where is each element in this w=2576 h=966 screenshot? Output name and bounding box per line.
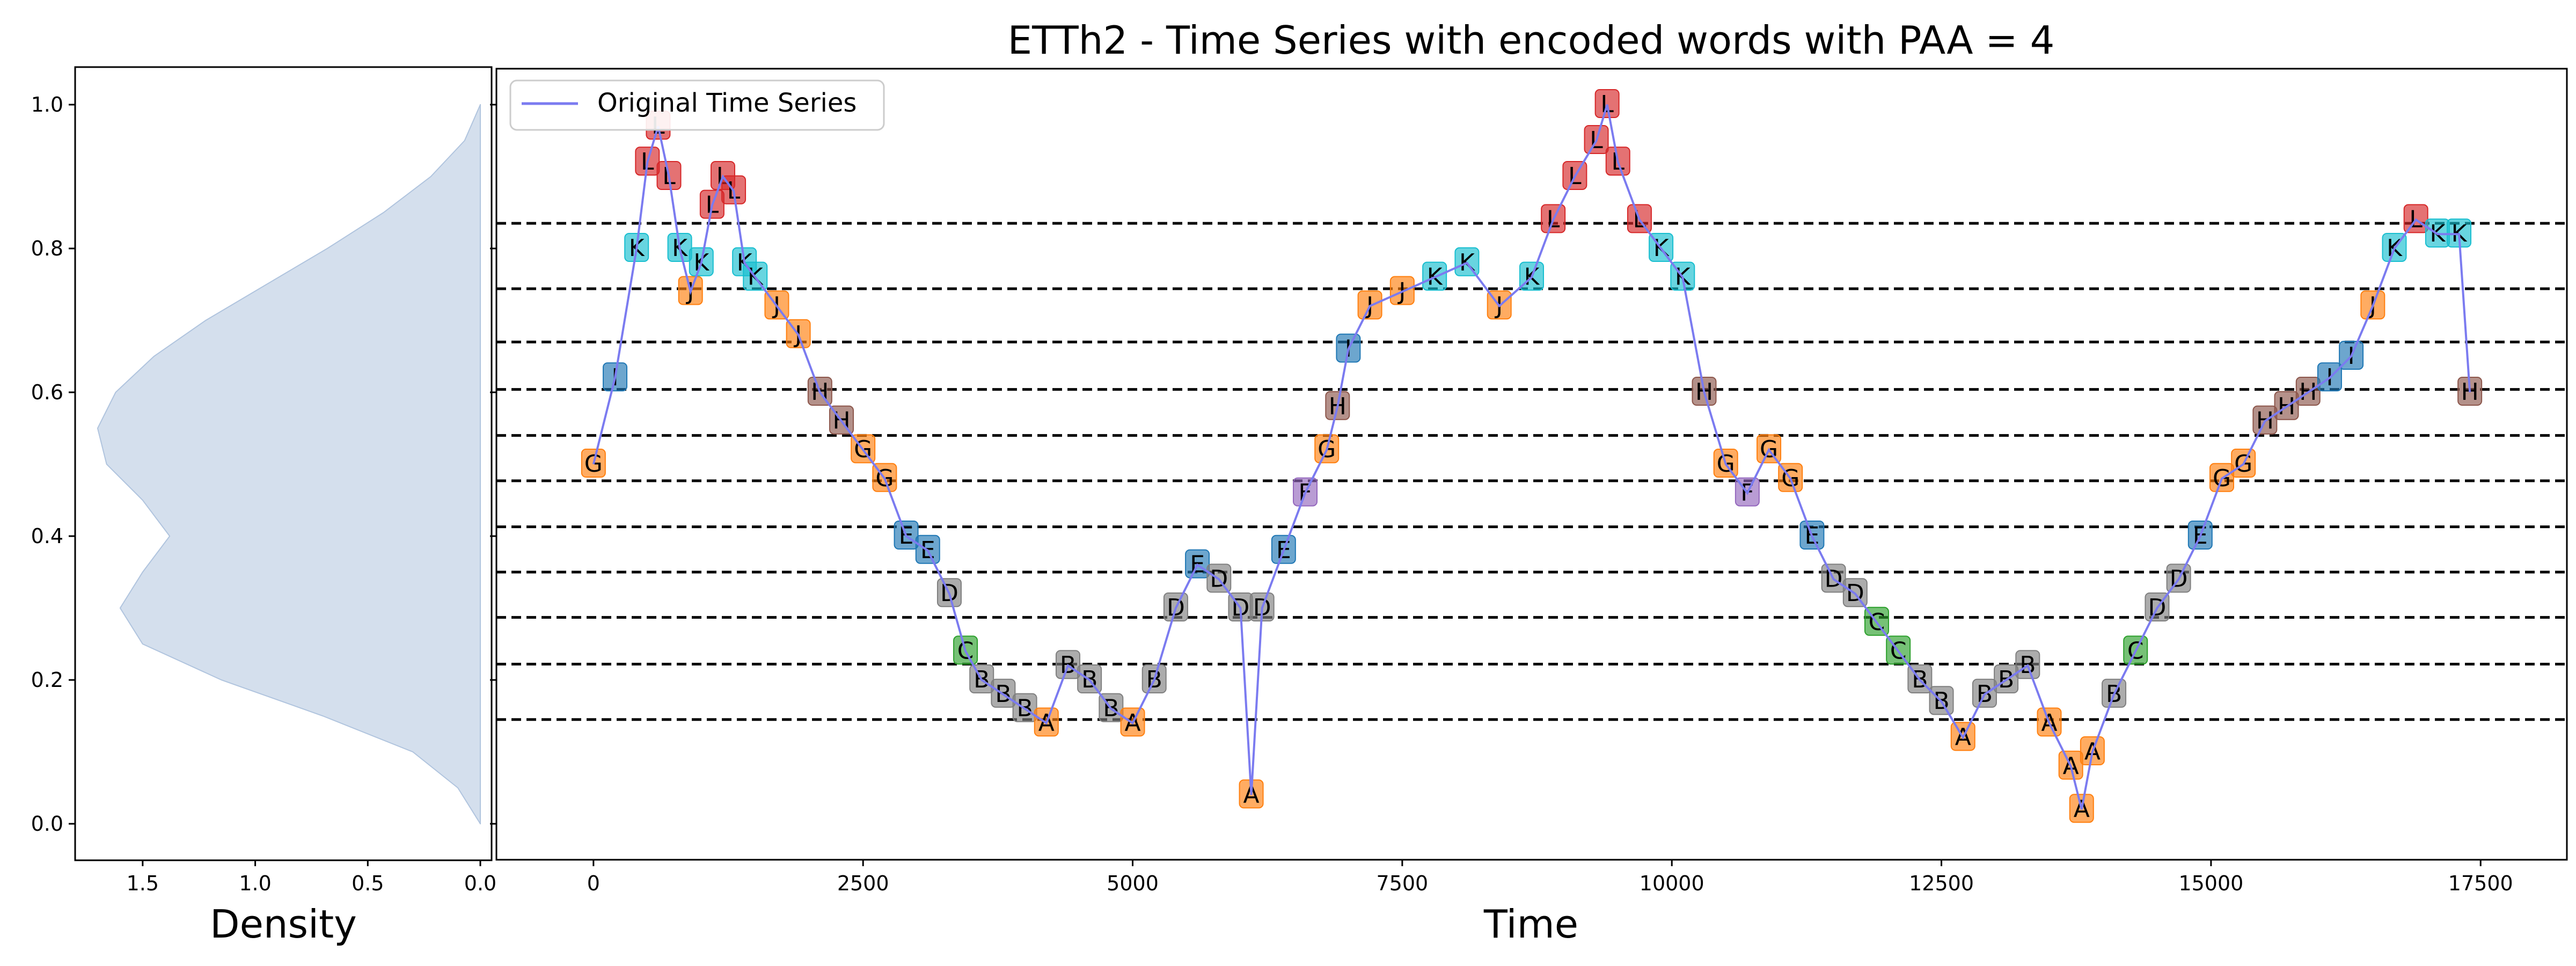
encoded-letter-marker: B — [1972, 678, 1997, 708]
x-tick-label: 10000 — [1640, 872, 1704, 895]
x-tick-label: 2500 — [837, 872, 889, 895]
original-time-series-line — [592, 104, 2471, 810]
y-tick-label: 0.6 — [31, 380, 63, 404]
y-tick-label: 0.8 — [31, 237, 63, 260]
density-frame — [74, 66, 493, 861]
density-x-tick-label: 1.5 — [127, 872, 159, 895]
density-x-tick-label: 0.0 — [464, 872, 496, 895]
density-area — [97, 104, 481, 824]
x-tick-label: 5000 — [1107, 872, 1159, 895]
main-frame — [495, 68, 2568, 861]
x-tick-label: 0 — [587, 872, 600, 895]
y-tick-label: 0.0 — [31, 812, 63, 836]
x-tick-label: 15000 — [2178, 872, 2243, 895]
density-x-tick-label: 1.0 — [239, 872, 271, 895]
density-x-tick-label: 0.5 — [352, 872, 384, 895]
chart-title: ETTh2 - Time Series with encoded words w… — [1008, 18, 2055, 63]
density-panel: 1.5 1.0 0.5 0.0 0.0 0.2 0.4 0.6 0.8 1.0 Density — [31, 66, 496, 947]
x-tick-label: 12500 — [1909, 872, 1974, 895]
legend-box — [509, 79, 885, 131]
time-series-panel: GIKLLLKJKLLLKKJJHHGGEEDCBBBABBBABDEDDADE… — [490, 68, 2568, 947]
y-tick-label: 0.4 — [31, 524, 63, 548]
y-tick-label: 1.0 — [31, 93, 63, 116]
x-axis-label: Time — [1483, 902, 1578, 947]
x-tick-label: 7500 — [1377, 872, 1429, 895]
letter-label: L — [1600, 91, 1614, 118]
encoded-letter-marker: E — [894, 521, 919, 550]
legend: Original Time Series — [509, 79, 885, 131]
x-tick-label: 17500 — [2448, 872, 2513, 895]
legend-label: Original Time Series — [597, 88, 857, 118]
y-tick-label: 0.2 — [31, 668, 63, 692]
letter-box — [1594, 89, 1620, 118]
encoded-letter-marker: L — [1594, 89, 1620, 118]
density-axis-label: Density — [210, 902, 357, 947]
